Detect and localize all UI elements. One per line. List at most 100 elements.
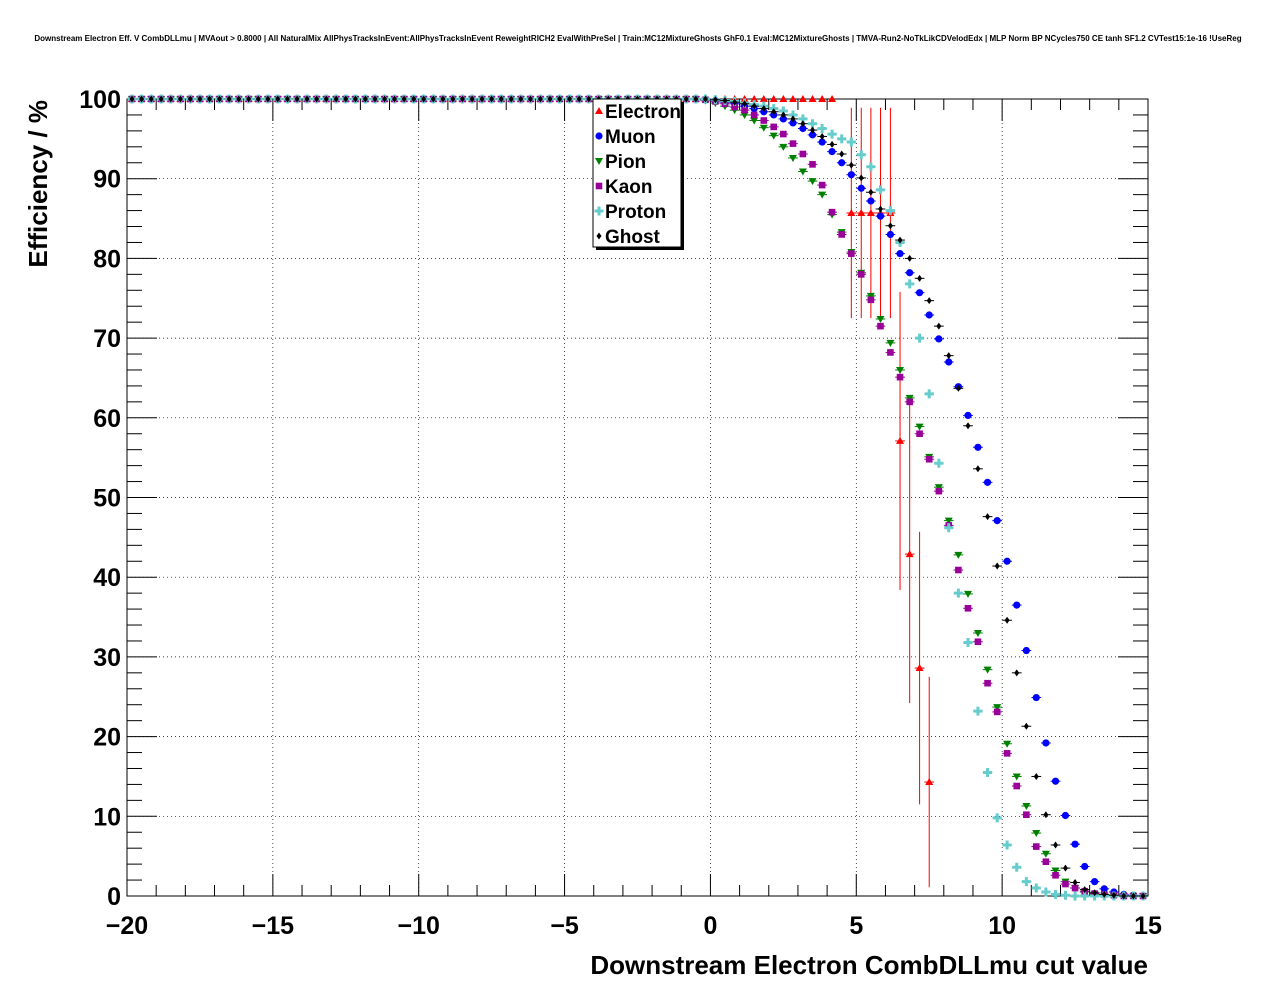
data-point [886, 339, 895, 347]
legend: Electron Muon Pion Kaon Proton Ghost [592, 98, 684, 250]
data-point [1140, 892, 1146, 900]
data-point [828, 148, 836, 156]
data-point [1032, 843, 1040, 850]
data-point [905, 279, 915, 289]
legend-marker-ghost [596, 232, 602, 240]
data-point [740, 111, 749, 119]
data-point [537, 95, 543, 103]
data-point [788, 95, 797, 102]
data-point [771, 108, 777, 116]
data-point [1052, 871, 1059, 879]
data-point [934, 484, 943, 492]
data-point [1003, 740, 1012, 748]
data-point [887, 349, 894, 356]
data-point [459, 95, 465, 103]
data-point [808, 95, 817, 102]
data-point [158, 95, 164, 103]
data-point [935, 335, 943, 343]
data-point [761, 105, 767, 113]
data-point [963, 638, 973, 648]
data-point [750, 95, 759, 102]
data-point [857, 208, 866, 216]
data-point [732, 98, 738, 106]
y-axis-label: Efficiency / % [23, 100, 53, 268]
data-point [1091, 878, 1099, 886]
data-point [856, 150, 866, 160]
data-point [1004, 616, 1010, 624]
data-point [866, 162, 876, 172]
data-point [936, 322, 942, 330]
data-point [1081, 862, 1089, 871]
data-point [964, 411, 972, 420]
data-point [896, 436, 905, 444]
data-point [876, 212, 885, 220]
data-point [508, 95, 514, 103]
data-point [906, 398, 913, 406]
data-point [780, 111, 786, 119]
data-point [819, 132, 825, 140]
data-point [876, 315, 885, 323]
data-point [1043, 811, 1049, 819]
data-point [926, 297, 932, 305]
data-point [993, 517, 1001, 525]
data-point [779, 143, 788, 151]
data-point [1012, 773, 1021, 781]
data-point [965, 422, 971, 430]
data-point [886, 230, 895, 239]
data-point [1021, 877, 1031, 887]
data-point [810, 126, 816, 134]
data-point [1053, 841, 1059, 849]
data-point [576, 95, 582, 103]
data-point [294, 95, 300, 103]
data-point [586, 95, 592, 103]
x-tick-label: 15 [1134, 912, 1162, 940]
data-point [780, 130, 787, 138]
x-tick-label: 0 [703, 912, 717, 940]
data-point [518, 95, 524, 103]
data-point [817, 123, 827, 133]
legend-label-kaon: Kaon [605, 177, 653, 198]
data-point [975, 465, 981, 473]
data-point [236, 95, 242, 103]
data-point [964, 604, 972, 612]
data-point [1012, 862, 1022, 872]
data-point [1042, 858, 1050, 866]
data-point [800, 120, 806, 128]
x-tick-label: 10 [988, 912, 1016, 940]
data-point [877, 205, 883, 213]
series-ghost [129, 95, 1148, 900]
data-point [838, 231, 845, 238]
data-point [875, 185, 885, 195]
data-point [799, 124, 807, 133]
data-point [789, 119, 797, 127]
data-point [323, 95, 329, 103]
data-point [808, 178, 817, 186]
data-point [944, 517, 953, 525]
data-point [788, 110, 798, 120]
data-point [868, 188, 874, 196]
data-point [973, 706, 983, 716]
y-tick-label: 80 [93, 245, 121, 273]
data-point [974, 443, 982, 451]
data-point [915, 289, 924, 297]
data-point [722, 97, 728, 105]
data-point [187, 95, 193, 103]
y-tick-label: 30 [93, 644, 121, 672]
data-point [818, 138, 826, 146]
y-tick-label: 90 [93, 166, 121, 194]
data-point [905, 394, 914, 402]
data-point [1080, 891, 1090, 901]
data-point [847, 208, 856, 216]
data-point [1013, 782, 1021, 790]
data-point [857, 271, 865, 278]
data-point [1062, 880, 1069, 888]
data-point [934, 458, 944, 468]
data-point [915, 423, 924, 431]
data-point [935, 487, 943, 495]
chart-title: Downstream Electron Eff. V CombDLLmu | M… [34, 34, 1242, 43]
data-point [392, 95, 398, 103]
data-point [799, 150, 807, 158]
data-point [818, 95, 827, 102]
legend-box [592, 98, 682, 248]
data-point [994, 562, 1000, 570]
